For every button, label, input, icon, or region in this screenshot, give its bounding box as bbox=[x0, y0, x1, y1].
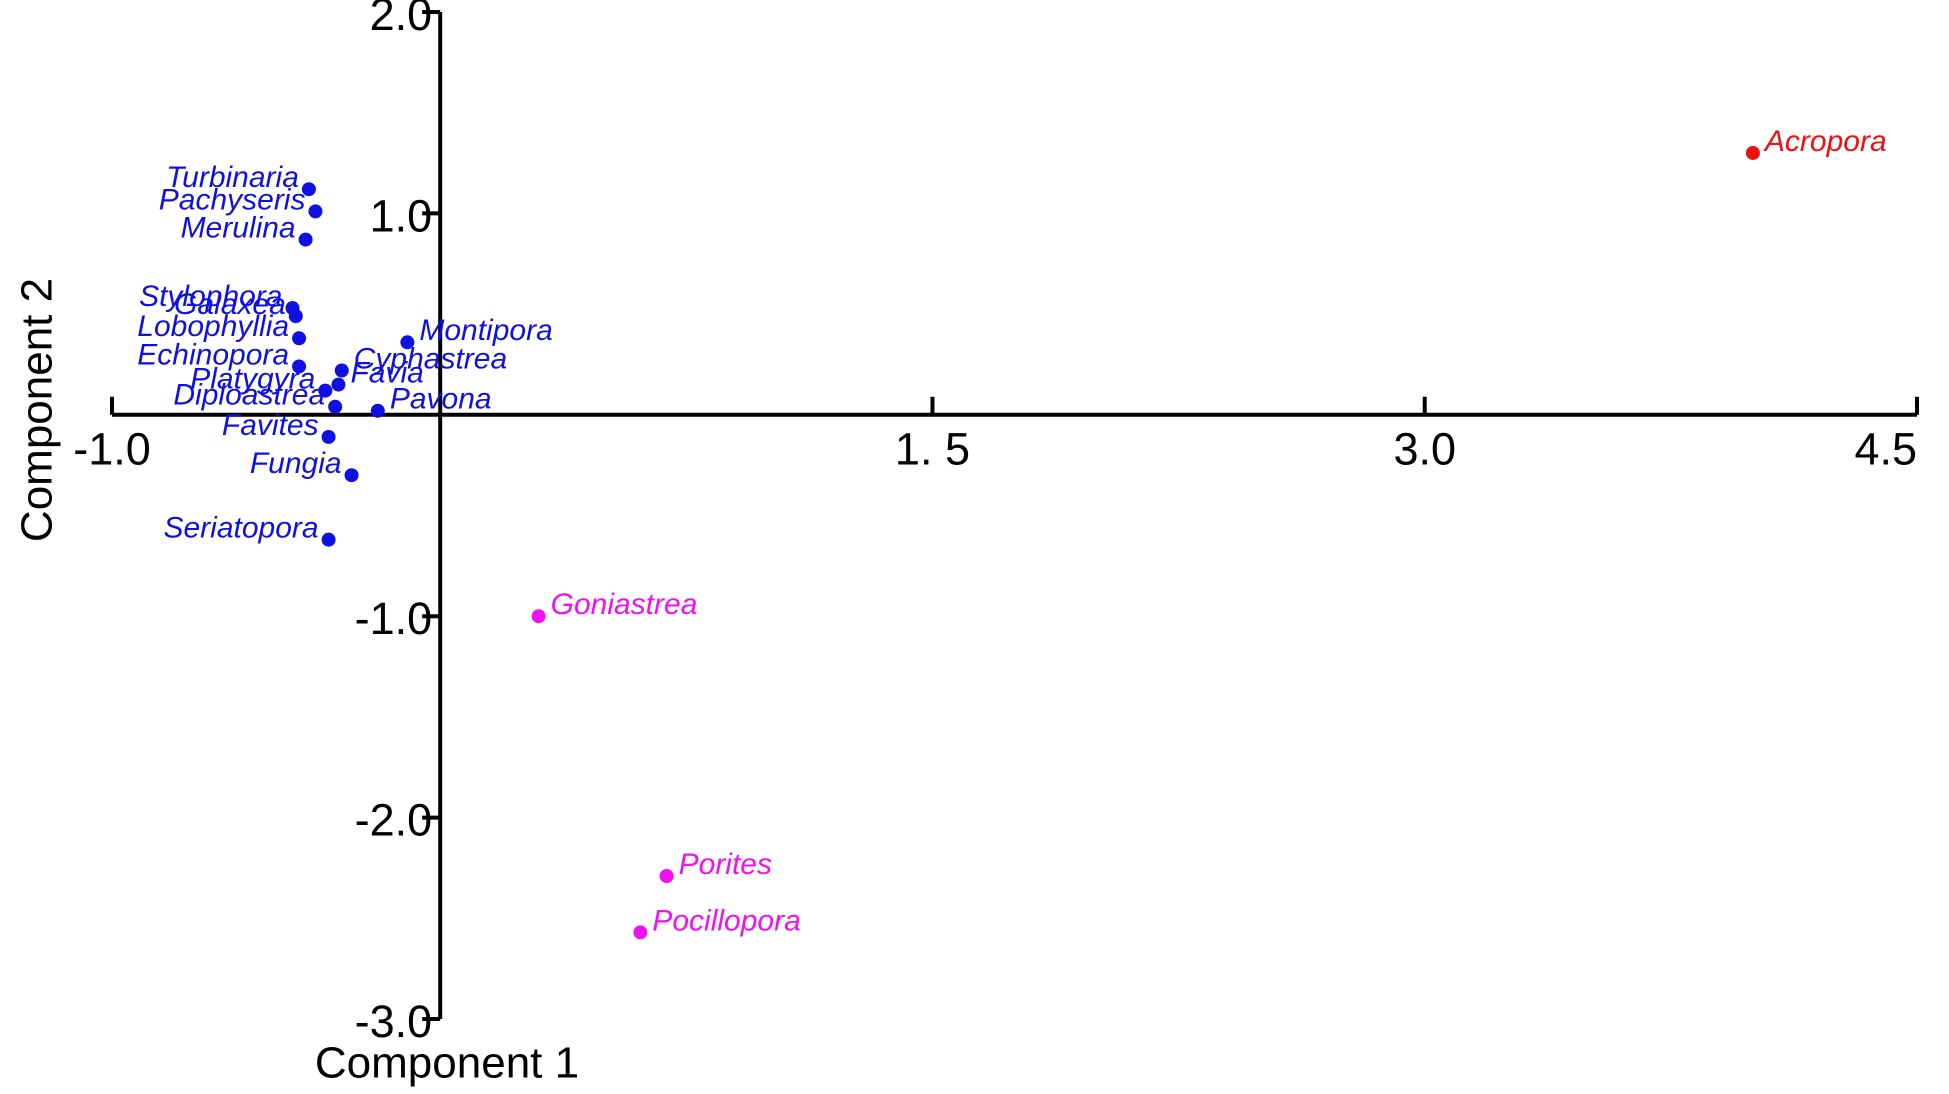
point bbox=[328, 399, 343, 414]
point-label: Echinopora bbox=[137, 338, 289, 371]
point bbox=[288, 309, 303, 324]
point bbox=[659, 869, 674, 884]
point-label: Acropora bbox=[1763, 125, 1887, 158]
point-label: Pachyseris bbox=[159, 183, 306, 216]
point-label: Lobophyllia bbox=[137, 310, 289, 343]
point-label: Montipora bbox=[419, 314, 552, 347]
point bbox=[308, 204, 323, 219]
point bbox=[531, 609, 546, 624]
point bbox=[298, 232, 313, 247]
point-label: Fungia bbox=[250, 447, 342, 480]
point-label: Cyphastrea bbox=[354, 342, 507, 375]
point bbox=[1745, 145, 1760, 160]
point-label: Stylophora bbox=[139, 280, 282, 313]
point-label: Platygyra bbox=[190, 363, 315, 396]
point-label: Seriatopora bbox=[163, 512, 318, 545]
point bbox=[301, 182, 316, 197]
point bbox=[292, 331, 307, 346]
point bbox=[321, 532, 336, 547]
y-tick-label: -2.0 bbox=[355, 794, 433, 845]
point bbox=[334, 363, 349, 378]
y-tick-label: 2.0 bbox=[370, 0, 433, 40]
point bbox=[400, 335, 415, 350]
y-tick-label: -1.0 bbox=[355, 593, 433, 644]
point bbox=[370, 403, 385, 418]
point-label: Merulina bbox=[181, 212, 296, 245]
x-tick-label: 3.0 bbox=[1393, 424, 1456, 475]
x-axis-title: Component 1 bbox=[315, 1039, 579, 1088]
y-axis-title: Component 2 bbox=[13, 278, 62, 542]
point-label: Porites bbox=[679, 848, 772, 881]
point-label: Pavona bbox=[390, 383, 492, 416]
point bbox=[633, 925, 648, 940]
point bbox=[321, 429, 336, 444]
point bbox=[344, 468, 359, 483]
point-label: Turbinaria bbox=[166, 161, 299, 194]
point bbox=[318, 383, 333, 398]
x-tick-label: -1.0 bbox=[73, 424, 151, 475]
point-label: Favia bbox=[350, 357, 423, 390]
x-tick-label: 4.5 bbox=[1854, 424, 1917, 475]
point-label: Diploastrea bbox=[173, 379, 325, 412]
point-label: Pocillopora bbox=[652, 904, 800, 937]
y-tick-label: 1.0 bbox=[370, 190, 433, 241]
y-tick-label: -3.0 bbox=[355, 996, 433, 1047]
point bbox=[292, 359, 307, 374]
point-label: Favites bbox=[222, 409, 319, 442]
point-label: Goniastrea bbox=[551, 588, 698, 621]
x-tick-label: 1. 5 bbox=[895, 424, 970, 475]
point bbox=[331, 377, 346, 392]
point-label: Galaxea bbox=[174, 288, 286, 321]
